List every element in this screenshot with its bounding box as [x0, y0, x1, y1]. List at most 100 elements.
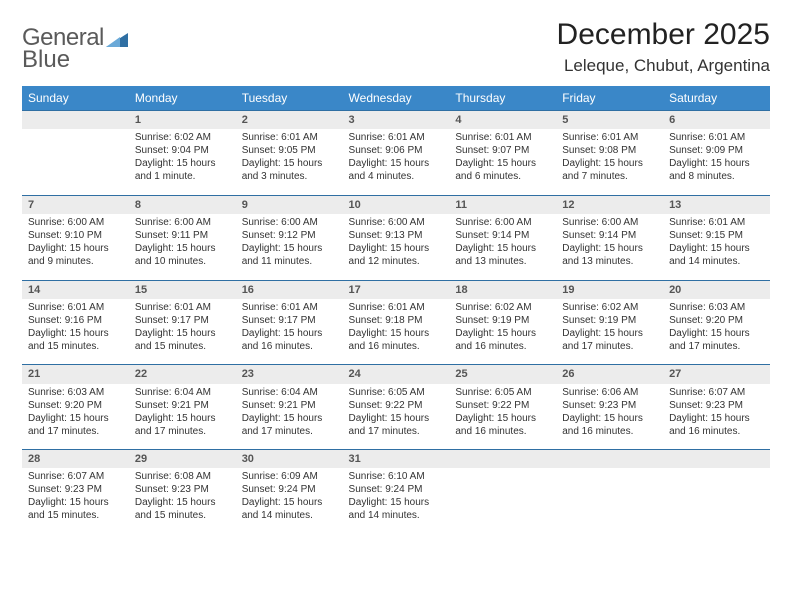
sun-info-line: Sunrise: 6:01 AM: [242, 301, 337, 314]
sun-info-line: Sunset: 9:12 PM: [242, 229, 337, 242]
sun-info-line: Daylight: 15 hours: [349, 496, 444, 509]
logo-triangle-icon: [106, 29, 128, 47]
sun-info-line: Daylight: 15 hours: [135, 242, 230, 255]
day-cell: Sunrise: 6:08 AMSunset: 9:23 PMDaylight:…: [129, 468, 236, 534]
day-cell: Sunrise: 6:00 AMSunset: 9:10 PMDaylight:…: [22, 214, 129, 280]
sun-info-line: Sunset: 9:23 PM: [669, 399, 764, 412]
day-number: [449, 450, 556, 469]
day-cell: Sunrise: 6:09 AMSunset: 9:24 PMDaylight:…: [236, 468, 343, 534]
sun-info-line: and 15 minutes.: [135, 340, 230, 353]
sun-info-line: Daylight: 15 hours: [562, 327, 657, 340]
sun-info-line: and 15 minutes.: [28, 509, 123, 522]
sun-info-line: Sunrise: 6:00 AM: [455, 216, 550, 229]
sun-info-line: Sunset: 9:14 PM: [562, 229, 657, 242]
sun-info-line: and 16 minutes.: [669, 425, 764, 438]
day-cell: Sunrise: 6:00 AMSunset: 9:12 PMDaylight:…: [236, 214, 343, 280]
sun-info-line: Sunrise: 6:04 AM: [242, 386, 337, 399]
sun-info-line: and 3 minutes.: [242, 170, 337, 183]
day-cell: [449, 468, 556, 534]
sun-info-line: Sunset: 9:15 PM: [669, 229, 764, 242]
sun-info-line: Sunset: 9:17 PM: [242, 314, 337, 327]
sun-info-line: and 15 minutes.: [135, 509, 230, 522]
sun-info-line: Sunset: 9:18 PM: [349, 314, 444, 327]
sun-info-line: Daylight: 15 hours: [135, 412, 230, 425]
sun-info-line: and 15 minutes.: [28, 340, 123, 353]
day-number-row: 21222324252627: [22, 365, 770, 384]
sun-info-line: Sunrise: 6:05 AM: [349, 386, 444, 399]
sun-info-line: and 13 minutes.: [562, 255, 657, 268]
sun-info-line: and 16 minutes.: [242, 340, 337, 353]
day-cell: Sunrise: 6:01 AMSunset: 9:07 PMDaylight:…: [449, 129, 556, 195]
title-block: December 2025 Leleque, Chubut, Argentina: [557, 18, 770, 76]
day-number: 8: [129, 195, 236, 214]
day-number-row: 78910111213: [22, 195, 770, 214]
day-number: 16: [236, 280, 343, 299]
day-cell: Sunrise: 6:02 AMSunset: 9:19 PMDaylight:…: [449, 299, 556, 365]
sun-info-line: and 17 minutes.: [349, 425, 444, 438]
weekday-header-row: Sunday Monday Tuesday Wednesday Thursday…: [22, 86, 770, 111]
day-number: 24: [343, 365, 450, 384]
day-cell: [663, 468, 770, 534]
sun-info-line: Sunset: 9:16 PM: [28, 314, 123, 327]
weekday-header: Friday: [556, 86, 663, 111]
sun-info-line: Daylight: 15 hours: [135, 327, 230, 340]
sun-info-line: Sunrise: 6:08 AM: [135, 470, 230, 483]
sun-info-line: Sunset: 9:11 PM: [135, 229, 230, 242]
sun-info-line: Daylight: 15 hours: [349, 157, 444, 170]
location-label: Leleque, Chubut, Argentina: [557, 56, 770, 76]
sun-info-line: and 14 minutes.: [669, 255, 764, 268]
sun-info-line: Sunrise: 6:09 AM: [242, 470, 337, 483]
day-cell: Sunrise: 6:04 AMSunset: 9:21 PMDaylight:…: [129, 384, 236, 450]
sun-info-line: Sunrise: 6:07 AM: [28, 470, 123, 483]
sun-info-line: Sunset: 9:20 PM: [669, 314, 764, 327]
sun-info-line: and 7 minutes.: [562, 170, 657, 183]
calendar-table: Sunday Monday Tuesday Wednesday Thursday…: [22, 86, 770, 534]
day-cell: Sunrise: 6:01 AMSunset: 9:15 PMDaylight:…: [663, 214, 770, 280]
sun-info-line: Sunrise: 6:02 AM: [135, 131, 230, 144]
sun-info-line: Sunset: 9:23 PM: [135, 483, 230, 496]
sun-info-line: and 16 minutes.: [455, 340, 550, 353]
sun-info-line: Sunrise: 6:07 AM: [669, 386, 764, 399]
day-number: 26: [556, 365, 663, 384]
sun-info-line: Daylight: 15 hours: [242, 496, 337, 509]
day-content-row: Sunrise: 6:02 AMSunset: 9:04 PMDaylight:…: [22, 129, 770, 195]
day-cell: Sunrise: 6:03 AMSunset: 9:20 PMDaylight:…: [22, 384, 129, 450]
sun-info-line: Sunset: 9:10 PM: [28, 229, 123, 242]
sun-info-line: Sunset: 9:17 PM: [135, 314, 230, 327]
sun-info-line: Daylight: 15 hours: [242, 157, 337, 170]
day-cell: Sunrise: 6:00 AMSunset: 9:13 PMDaylight:…: [343, 214, 450, 280]
weekday-header: Saturday: [663, 86, 770, 111]
day-number: 12: [556, 195, 663, 214]
sun-info-line: Sunset: 9:23 PM: [28, 483, 123, 496]
sun-info-line: Sunset: 9:14 PM: [455, 229, 550, 242]
weekday-header: Tuesday: [236, 86, 343, 111]
sun-info-line: and 17 minutes.: [669, 340, 764, 353]
day-cell: Sunrise: 6:07 AMSunset: 9:23 PMDaylight:…: [663, 384, 770, 450]
sun-info-line: and 17 minutes.: [28, 425, 123, 438]
day-number: 3: [343, 111, 450, 130]
sun-info-line: Sunrise: 6:10 AM: [349, 470, 444, 483]
sun-info-line: Sunrise: 6:00 AM: [28, 216, 123, 229]
day-number: [556, 450, 663, 469]
day-number: 9: [236, 195, 343, 214]
day-cell: Sunrise: 6:05 AMSunset: 9:22 PMDaylight:…: [343, 384, 450, 450]
sun-info-line: Daylight: 15 hours: [28, 242, 123, 255]
sun-info-line: Daylight: 15 hours: [455, 412, 550, 425]
day-number: 15: [129, 280, 236, 299]
sun-info-line: Sunset: 9:24 PM: [242, 483, 337, 496]
sun-info-line: Sunrise: 6:01 AM: [349, 131, 444, 144]
day-cell: Sunrise: 6:00 AMSunset: 9:14 PMDaylight:…: [449, 214, 556, 280]
day-number: 2: [236, 111, 343, 130]
sun-info-line: Sunrise: 6:01 AM: [669, 131, 764, 144]
sun-info-line: and 14 minutes.: [242, 509, 337, 522]
sun-info-line: Daylight: 15 hours: [349, 412, 444, 425]
day-number: 13: [663, 195, 770, 214]
sun-info-line: Sunrise: 6:02 AM: [455, 301, 550, 314]
sun-info-line: and 16 minutes.: [349, 340, 444, 353]
day-number: 6: [663, 111, 770, 130]
day-cell: Sunrise: 6:03 AMSunset: 9:20 PMDaylight:…: [663, 299, 770, 365]
day-cell: Sunrise: 6:01 AMSunset: 9:05 PMDaylight:…: [236, 129, 343, 195]
day-number: 18: [449, 280, 556, 299]
day-content-row: Sunrise: 6:03 AMSunset: 9:20 PMDaylight:…: [22, 384, 770, 450]
logo-text-2: Blue: [22, 46, 70, 74]
